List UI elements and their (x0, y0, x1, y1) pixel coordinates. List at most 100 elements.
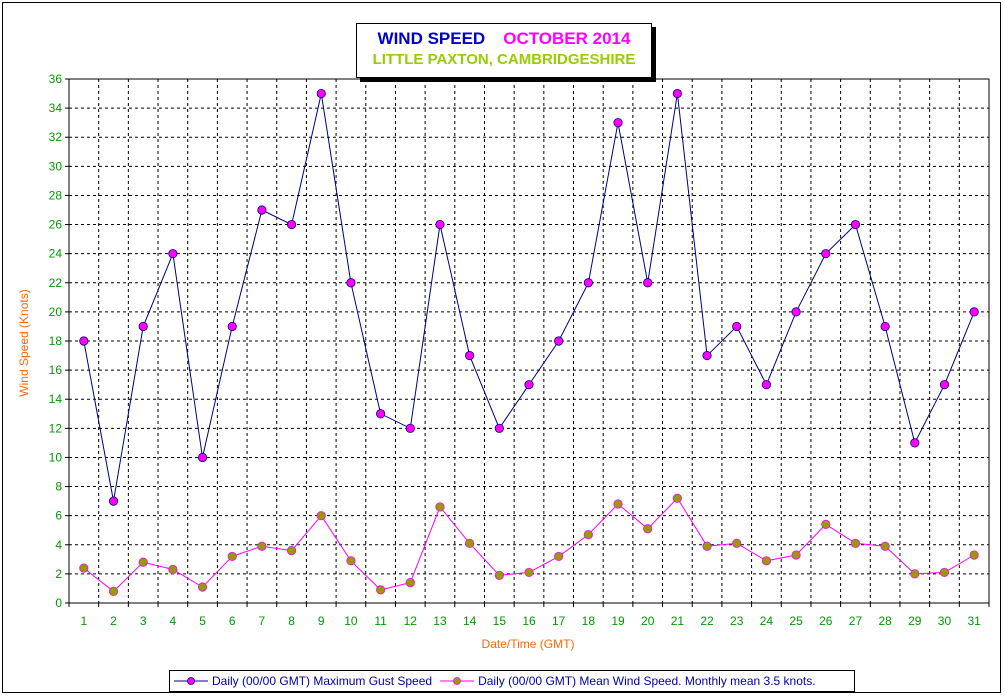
x-tick-label: 5 (199, 614, 206, 628)
chart-subtitle: LITTLE PAXTON, CAMBRIDGESHIRE (372, 51, 636, 68)
y-tick-label: 0 (55, 596, 62, 610)
data-point-0 (286, 219, 297, 230)
data-point-0 (108, 496, 119, 506)
data-point-1 (732, 538, 742, 548)
data-point-1 (435, 502, 445, 512)
data-point-1 (613, 499, 623, 509)
grid-lines (69, 78, 989, 603)
data-point-1 (494, 570, 504, 580)
x-tick-label: 18 (582, 614, 596, 628)
data-point-1 (850, 538, 861, 548)
data-point-1 (138, 557, 148, 567)
data-point-1 (791, 550, 801, 560)
data-point-0 (79, 336, 89, 346)
legend-swatch-gust (174, 677, 208, 685)
x-tick-label: 10 (344, 614, 358, 628)
chart-title-month: OCTOBER 2014 (503, 29, 631, 48)
data-point-0 (910, 438, 920, 448)
x-tick-label: 1 (80, 614, 87, 628)
data-point-1 (346, 556, 356, 566)
data-point-0 (494, 423, 504, 433)
y-tick-label: 20 (49, 305, 63, 319)
x-tick-label: 20 (641, 614, 655, 628)
chart-title: WIND SPEED (377, 29, 486, 48)
y-tick-label: 22 (49, 276, 63, 290)
x-tick-label: 29 (908, 614, 922, 628)
data-point-1 (465, 538, 475, 548)
data-point-0 (524, 380, 534, 390)
y-tick-label: 6 (55, 509, 62, 523)
data-point-0 (939, 380, 950, 390)
plot-border (68, 78, 990, 604)
x-tick-label: 13 (433, 614, 447, 628)
y-tick-label: 36 (49, 72, 63, 86)
x-tick-label: 8 (288, 614, 295, 628)
x-tick-label: 22 (700, 614, 714, 628)
x-tick-label: 3 (140, 614, 147, 628)
data-point-0 (435, 219, 445, 230)
x-tick-label: 31 (967, 614, 981, 628)
chart-legend: Daily (00/00 GMT) Maximum Gust Speed Dai… (169, 670, 855, 692)
data-point-1 (821, 519, 831, 530)
data-point-1 (286, 545, 297, 556)
data-point-1 (583, 529, 593, 540)
y-tick-label: 28 (49, 188, 63, 202)
x-tick-label: 30 (938, 614, 952, 628)
data-point-1 (643, 524, 653, 534)
data-point-0 (880, 321, 890, 332)
y-tick-label: 32 (49, 130, 63, 144)
data-point-0 (257, 205, 267, 215)
y-tick-label: 2 (55, 567, 62, 581)
data-point-1 (227, 551, 237, 562)
x-tick-label: 9 (318, 614, 325, 628)
legend-item-gust: Daily (00/00 GMT) Maximum Gust Speed (170, 674, 432, 688)
data-point-0 (643, 278, 653, 288)
x-tick-label: 7 (259, 614, 266, 628)
axes (65, 78, 990, 607)
data-point-1 (524, 567, 534, 578)
data-point-1 (79, 563, 89, 573)
legend-label-gust: Daily (00/00 GMT) Maximum Gust Speed (212, 674, 433, 688)
x-tick-labels: 1 2 3 4 5 6 7 8 9 10 11 12 13 14 15 16 17 18 19 20 21 22 23 24 2… (80, 614, 981, 628)
data-point-0 (316, 88, 326, 99)
data-point-1 (257, 541, 267, 551)
legend-swatch-mean (440, 677, 475, 685)
data-point-1 (969, 550, 979, 560)
y-tick-label: 10 (49, 450, 63, 464)
x-tick-label: 12 (404, 614, 418, 628)
x-axis-title: Date/Time (GMT) (482, 637, 575, 651)
x-tick-label: 14 (463, 614, 477, 628)
data-point-1 (880, 541, 890, 551)
legend-item-mean: Daily (00/00 GMT) Mean Wind Speed. Month… (436, 674, 816, 688)
data-point-1 (910, 569, 920, 579)
x-tick-label: 6 (229, 614, 236, 628)
data-point-0 (613, 118, 623, 128)
data-point-0 (761, 380, 772, 390)
data-point-0 (346, 278, 356, 288)
data-point-1 (108, 586, 119, 596)
data-point-1 (197, 582, 208, 592)
x-tick-label: 27 (849, 614, 863, 628)
y-tick-label: 34 (49, 101, 63, 115)
data-point-0 (227, 321, 237, 332)
data-point-0 (405, 423, 415, 433)
data-point-1 (672, 493, 682, 503)
y-tick-label: 24 (49, 247, 63, 261)
data-point-0 (376, 409, 386, 419)
x-tick-label: 2 (110, 614, 117, 628)
x-tick-label: 24 (760, 614, 774, 628)
x-tick-label: 15 (493, 614, 507, 628)
legend-label-mean: Daily (00/00 GMT) Mean Wind Speed. Month… (478, 674, 816, 688)
y-tick-label: 16 (49, 363, 63, 377)
x-tick-label: 25 (789, 614, 803, 628)
x-tick-label: 28 (878, 614, 892, 628)
data-point-0 (850, 219, 861, 230)
data-series (79, 88, 979, 596)
x-tick-label: 23 (730, 614, 744, 628)
data-point-0 (197, 452, 208, 463)
data-point-0 (702, 350, 712, 361)
data-point-1 (761, 556, 772, 566)
x-tick-label: 11 (374, 614, 387, 628)
data-point-0 (672, 88, 682, 99)
